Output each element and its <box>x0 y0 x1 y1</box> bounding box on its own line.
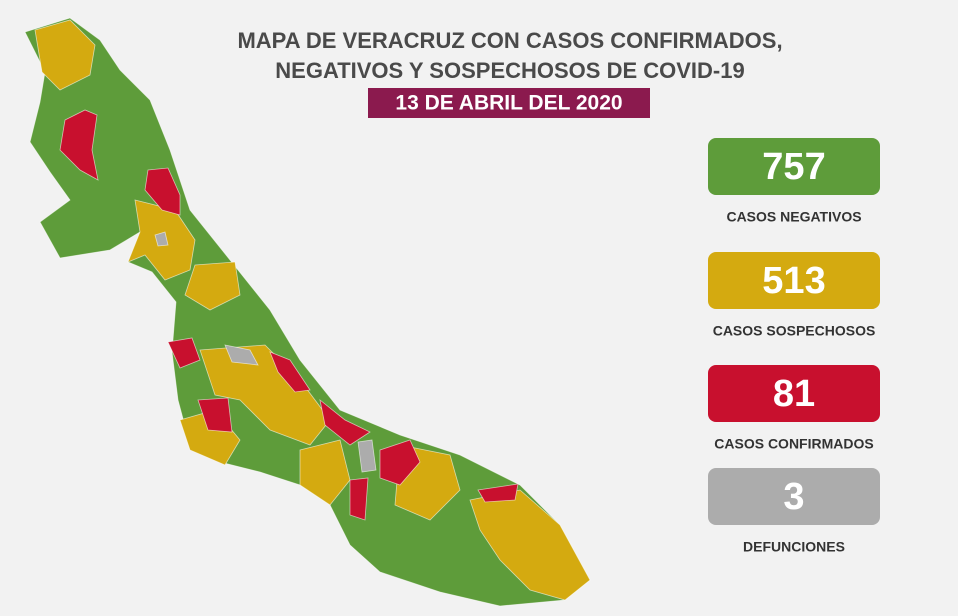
region-red <box>319 399 371 446</box>
region-red <box>59 109 99 181</box>
region-red <box>167 337 201 369</box>
date-banner <box>368 88 650 118</box>
veracruz-map <box>24 17 591 607</box>
region-gray <box>154 231 169 247</box>
stat-box <box>708 252 880 309</box>
stat-value: 757 <box>762 146 825 188</box>
region-yellow <box>469 489 591 601</box>
stat-box <box>708 365 880 422</box>
stat-label: CASOS SOSPECHOSOS <box>713 323 876 339</box>
date: 13 DE ABRIL DEL 2020 <box>395 92 622 115</box>
stat-label: CASOS CONFIRMADOS <box>714 436 873 452</box>
region-gray <box>357 439 377 473</box>
region-red <box>144 167 181 216</box>
region-yellow <box>184 261 241 311</box>
stat-label: CASOS NEGATIVOS <box>726 209 861 225</box>
stat-box <box>708 468 880 525</box>
region-red <box>349 477 369 521</box>
stat-label: DEFUNCIONES <box>743 539 845 555</box>
region-yellow <box>299 439 351 506</box>
stat-value: 81 <box>773 373 815 415</box>
stats: 757 CASOS NEGATIVOS 513 CASOS SOSPECHOSOS 81… <box>708 138 880 555</box>
stat-box <box>708 138 880 195</box>
title: MAPA DE VERACRUZ CON CASOS CONFIRMADOS, <box>237 28 782 53</box>
region-red <box>379 439 421 486</box>
region-yellow <box>34 19 96 91</box>
stat-value: 513 <box>762 260 825 302</box>
region-red <box>269 351 311 393</box>
stat-value: 3 <box>783 476 804 518</box>
region-red <box>197 397 233 433</box>
region-red <box>477 483 519 503</box>
title: NEGATIVOS Y SOSPECHOSOS DE COVID-19 <box>275 58 744 83</box>
region-gray <box>224 344 259 366</box>
